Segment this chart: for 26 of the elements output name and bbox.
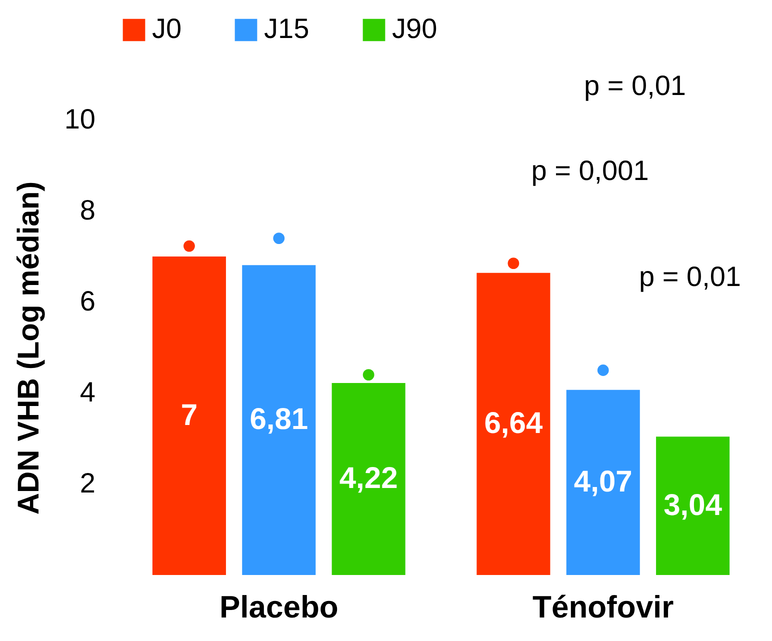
data-label: 6,81 bbox=[250, 403, 308, 436]
data-label: 4,07 bbox=[574, 465, 632, 498]
annotation: p = 0,01 bbox=[639, 261, 741, 292]
y-tick-label: 4 bbox=[80, 376, 96, 408]
data-label: 6,64 bbox=[484, 406, 543, 440]
x-tick-label: Placebo bbox=[219, 590, 338, 624]
y-tick-label: 2 bbox=[80, 468, 96, 498]
bar bbox=[566, 390, 640, 575]
bar bbox=[476, 272, 550, 575]
bar bbox=[242, 265, 316, 575]
bar bbox=[656, 436, 730, 575]
y-tick-label: 6 bbox=[80, 286, 96, 316]
legend-label: J90 bbox=[392, 13, 438, 44]
bar bbox=[332, 382, 406, 575]
y-axis-title: ADN VHB (Log médian) bbox=[12, 181, 46, 515]
data-label: 3,04 bbox=[664, 488, 722, 522]
x-tick-label: Ténofovir bbox=[532, 590, 674, 624]
bar bbox=[152, 256, 226, 575]
y-tick-label: 10 bbox=[64, 104, 96, 134]
y-tick-label: 8 bbox=[80, 194, 96, 226]
text: p = 0,01 bbox=[584, 70, 686, 101]
legend-label: J15 bbox=[264, 13, 310, 44]
data-label: 4,22 bbox=[339, 462, 398, 495]
legend-label: J0 bbox=[152, 13, 182, 44]
data-label: 7 bbox=[180, 398, 198, 432]
annotation: p = 0,001 bbox=[531, 155, 649, 186]
